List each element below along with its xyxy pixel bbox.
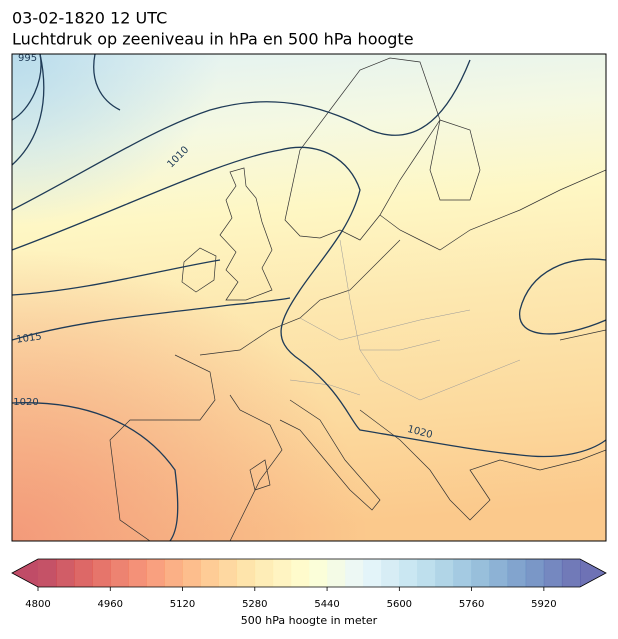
colorbar-tick-label: 5440: [314, 599, 339, 610]
colorbar-segment: [381, 559, 400, 587]
colorbar-outline: [11, 558, 607, 588]
colorbar-segment: [146, 559, 165, 587]
colorbar-segment: [92, 559, 111, 587]
colorbar-segment: [254, 559, 274, 587]
colorbar-segment: [417, 559, 436, 587]
colorbar-tick-label: 5280: [242, 599, 267, 610]
colorbar-segment: [236, 559, 256, 587]
colorbar-segment: [453, 559, 472, 587]
colorbar-segment: [363, 559, 382, 587]
colorbar-segment: [543, 559, 563, 587]
colorbar-extend-low: [12, 559, 38, 587]
contour-label: 1020: [13, 397, 38, 408]
colorbar-segment: [38, 559, 57, 587]
colorbar-tick-label: 4960: [98, 599, 123, 610]
colorbar-segment: [507, 559, 527, 587]
colorbar-tick-label: 4800: [25, 599, 50, 610]
map-frame: [11, 53, 607, 542]
contour-label: 995: [18, 53, 37, 64]
colorbar-segment: [327, 559, 346, 587]
colorbar-tick-label: 5760: [459, 599, 484, 610]
colorbar-tick-label: 5120: [170, 599, 195, 610]
colorbar-segment: [290, 559, 310, 587]
colorbar-segment: [200, 559, 219, 587]
colorbar-segment: [525, 559, 545, 587]
colorbar-segment: [164, 559, 183, 587]
colorbar-segment: [218, 559, 238, 587]
colorbar-tick-label: 5600: [387, 599, 412, 610]
colorbar-segment: [435, 559, 454, 587]
colorbar-segment: [561, 559, 581, 587]
colorbar-extend-high: [580, 559, 606, 587]
colorbar-label: 500 hPa hoogte in meter: [241, 614, 378, 627]
map: 995 1010 1015 1020 1020: [12, 53, 606, 541]
colorbar-segment: [110, 559, 129, 587]
colorbar-segment: [399, 559, 418, 587]
colorbar-tick-label: 5920: [531, 599, 556, 610]
colorbar-segment: [128, 559, 147, 587]
colorbar-segment: [56, 559, 75, 587]
colorbar-segment: [345, 559, 364, 587]
colorbar-segment: [471, 559, 490, 587]
contour-label: 1015: [16, 331, 43, 345]
colorbar-segment: [309, 559, 328, 587]
colorbar-segment: [489, 559, 509, 587]
colorbar-segment: [272, 559, 292, 587]
colorbar-segment: [182, 559, 201, 587]
date-title: 03-02-1820 12 UTC: [12, 9, 167, 28]
colorbar: 4800 4960 5120 5280 5440 5600 5760 5920: [11, 558, 607, 610]
colorbar-segment: [74, 559, 93, 587]
map-title: Luchtdruk op zeeniveau in hPa en 500 hPa…: [12, 30, 414, 49]
